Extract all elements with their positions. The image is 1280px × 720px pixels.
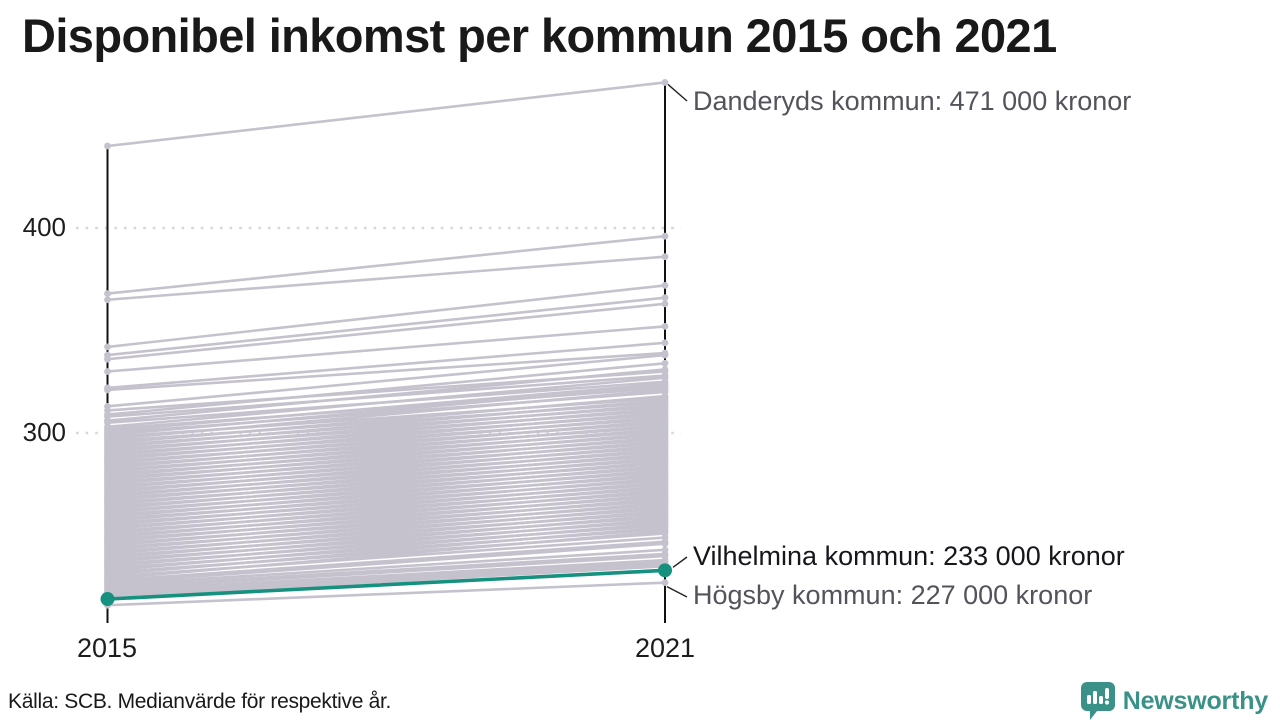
newsworthy-logo-text: Newsworthy bbox=[1122, 686, 1268, 715]
newsworthy-logo-icon bbox=[1080, 682, 1115, 720]
annotation-danderyd: Danderyds kommun: 471 000 kronor bbox=[693, 86, 1132, 116]
newsworthy-logo: Newsworthy bbox=[1080, 682, 1268, 720]
x-axis-tick-2015: 2015 bbox=[76, 633, 138, 663]
y-axis-tick-300: 300 bbox=[22, 417, 66, 447]
annotation-vilhelmina: Vilhelmina kommun: 233 000 kronor bbox=[693, 541, 1125, 571]
source-note: Källa: SCB. Medianvärde för respektive å… bbox=[8, 690, 392, 713]
x-axis-tick-2021: 2021 bbox=[634, 633, 696, 663]
y-axis-tick-400: 400 bbox=[22, 212, 66, 242]
annotation-hogsby: Högsby kommun: 227 000 kronor bbox=[693, 580, 1093, 610]
page-title: Disponibel inkomst per kommun 2015 och 2… bbox=[22, 9, 1057, 62]
